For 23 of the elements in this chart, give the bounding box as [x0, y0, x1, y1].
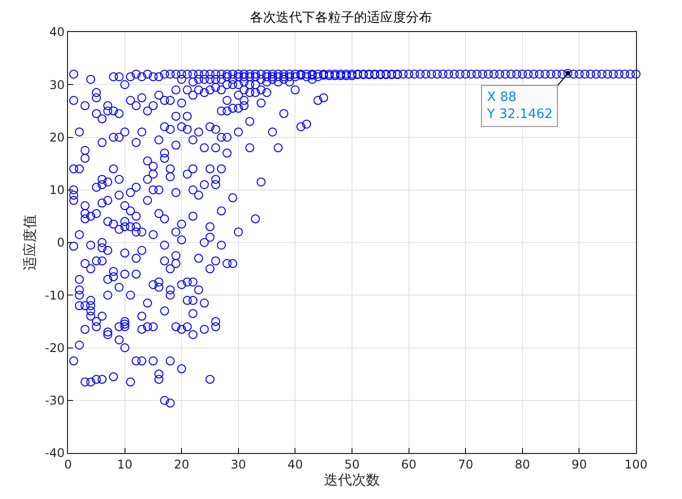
x-tick-label: 40 [288, 457, 303, 472]
x-tick-label: 90 [572, 457, 587, 472]
y-tick-label: 0 [56, 236, 65, 250]
y-tick-label: 20 [49, 130, 65, 144]
x-tick-label: 100 [624, 457, 648, 472]
x-axis-title: 迭代次数 [324, 472, 380, 489]
x-tick-label: 10 [117, 457, 132, 472]
x-tick-label: 60 [401, 457, 416, 472]
y-tick-label: 30 [49, 78, 65, 92]
x-tick-label: 30 [230, 457, 246, 472]
chart-title: 各次迭代下各粒子的适应度分布 [250, 10, 432, 26]
y-tick-label: 40 [49, 25, 65, 40]
annotation: X 88 Y 32.1462 [486, 90, 553, 122]
y-tick-label: -10 [44, 288, 65, 302]
y-tick-label: 10 [49, 183, 65, 198]
x-tick-label: 80 [514, 457, 530, 472]
y-axis-title: 适应度值 [22, 214, 39, 270]
y-tick-label: -40 [44, 446, 65, 460]
y-tick-label: -20 [44, 340, 65, 355]
x-tick-label: 70 [458, 457, 474, 472]
y-tick-label: -30 [44, 394, 65, 408]
x-tick-label: 50 [344, 457, 360, 472]
x-tick-label: 20 [174, 457, 190, 472]
